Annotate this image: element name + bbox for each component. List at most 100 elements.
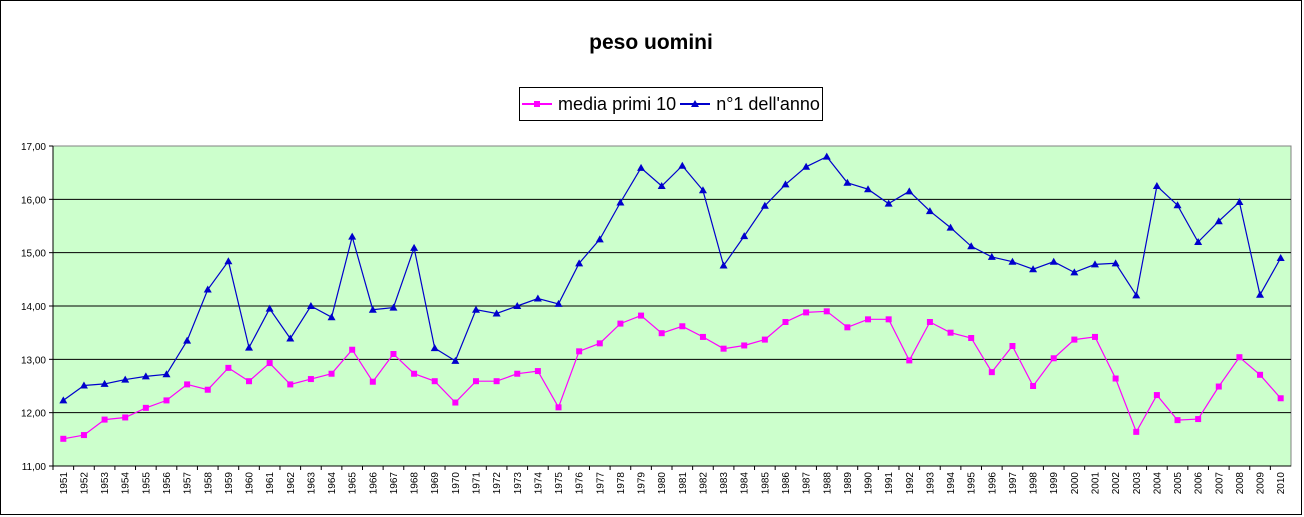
x-tick-label: 1993 bbox=[925, 472, 936, 495]
x-tick-label: 2000 bbox=[1070, 472, 1081, 495]
x-tick-label: 2010 bbox=[1276, 472, 1287, 495]
y-tick-label: 11,00 bbox=[22, 462, 47, 473]
x-tick-label: 2007 bbox=[1214, 472, 1225, 495]
x-tick-label: 1975 bbox=[554, 472, 565, 495]
x-tick-label: 1995 bbox=[967, 472, 978, 495]
data-point-triangle bbox=[925, 207, 934, 215]
data-point-square bbox=[225, 364, 232, 371]
data-point-square bbox=[638, 312, 645, 319]
data-point-square bbox=[493, 378, 500, 385]
data-point-square bbox=[1071, 336, 1078, 343]
x-tick-label: 1955 bbox=[141, 472, 152, 495]
data-point-triangle bbox=[451, 356, 460, 364]
data-point-triangle bbox=[327, 313, 336, 321]
x-tick-label: 1985 bbox=[760, 472, 771, 495]
x-tick-label: 1971 bbox=[471, 472, 482, 495]
y-tick-label: 15,00 bbox=[21, 249, 46, 260]
data-point-square bbox=[122, 414, 129, 421]
data-point-square bbox=[101, 416, 108, 423]
data-point-square bbox=[617, 320, 624, 327]
x-tick-label: 1964 bbox=[327, 472, 338, 495]
data-point-square bbox=[472, 378, 479, 385]
data-point-square bbox=[1091, 333, 1098, 340]
data-point-triangle bbox=[348, 232, 357, 240]
x-tick-label: 1967 bbox=[389, 472, 400, 495]
x-tick-label: 2004 bbox=[1152, 472, 1163, 495]
legend-swatch-triangle-icon bbox=[680, 99, 711, 109]
data-point-square bbox=[1195, 416, 1202, 423]
data-point-triangle bbox=[513, 302, 522, 309]
x-tick-label: 1972 bbox=[492, 472, 503, 495]
data-point-triangle bbox=[121, 375, 130, 383]
data-point-triangle bbox=[1152, 182, 1161, 189]
data-point-triangle bbox=[657, 182, 666, 189]
legend-item-series-2: n°1 dell'anno bbox=[680, 94, 820, 115]
x-tick-label: 1998 bbox=[1029, 472, 1040, 495]
data-point-triangle bbox=[987, 252, 996, 260]
data-point-triangle bbox=[1194, 238, 1203, 245]
data-point-triangle bbox=[286, 334, 295, 342]
data-point-triangle bbox=[245, 343, 254, 351]
data-point-square bbox=[968, 335, 975, 341]
x-tick-label: 1981 bbox=[678, 472, 689, 495]
x-tick-label: 1996 bbox=[987, 472, 998, 495]
x-tick-label: 1980 bbox=[657, 472, 668, 495]
x-tick-label: 1954 bbox=[121, 472, 132, 495]
y-tick-label: 13,00 bbox=[21, 355, 46, 366]
data-point-triangle bbox=[946, 223, 955, 231]
data-point-square bbox=[906, 357, 913, 364]
x-tick-label: 1951 bbox=[59, 472, 70, 495]
data-point-triangle bbox=[595, 235, 604, 243]
data-point-square bbox=[246, 378, 253, 385]
data-point-triangle bbox=[802, 162, 811, 170]
data-point-triangle bbox=[1132, 291, 1141, 299]
data-point-square bbox=[761, 336, 768, 343]
data-point-square bbox=[885, 316, 892, 323]
data-point-triangle bbox=[884, 199, 893, 207]
data-point-square bbox=[411, 370, 418, 377]
data-point-square bbox=[184, 381, 191, 388]
data-point-square bbox=[596, 340, 603, 347]
x-tick-label: 1986 bbox=[781, 472, 792, 495]
x-tick-label: 1994 bbox=[946, 472, 957, 495]
x-tick-label: 1969 bbox=[430, 472, 441, 495]
data-point-square bbox=[390, 351, 397, 357]
data-point-triangle bbox=[306, 302, 315, 309]
data-point-triangle bbox=[183, 336, 192, 344]
data-point-square bbox=[1030, 383, 1037, 389]
data-point-triangle bbox=[781, 180, 790, 188]
data-point-triangle bbox=[471, 305, 480, 313]
data-point-triangle bbox=[59, 396, 68, 404]
data-point-triangle bbox=[1111, 259, 1120, 267]
data-point-triangle bbox=[533, 294, 542, 302]
data-point-square bbox=[266, 360, 273, 367]
data-point-triangle bbox=[100, 379, 109, 387]
x-tick-label: 1966 bbox=[368, 472, 379, 495]
x-tick-label: 2009 bbox=[1256, 472, 1267, 495]
x-tick-label: 1987 bbox=[802, 472, 813, 495]
data-point-square bbox=[60, 435, 67, 442]
x-tick-label: 1978 bbox=[616, 472, 627, 495]
chart-title: peso uomini bbox=[589, 31, 713, 54]
data-point-square bbox=[1174, 417, 1181, 424]
x-tick-label: 1970 bbox=[451, 472, 462, 495]
x-tick-label: 1974 bbox=[533, 472, 544, 495]
x-tick-label: 1979 bbox=[637, 472, 648, 495]
data-point-triangle bbox=[967, 242, 976, 250]
data-point-triangle bbox=[1008, 257, 1017, 265]
data-point-square bbox=[720, 345, 727, 352]
legend-label-series-2: n°1 dell'anno bbox=[716, 93, 820, 114]
data-point-square bbox=[679, 323, 686, 330]
data-point-square bbox=[328, 370, 335, 377]
data-point-triangle bbox=[905, 187, 914, 195]
data-point-square bbox=[534, 368, 541, 375]
series-line-1 bbox=[63, 310, 1282, 440]
data-point-triangle bbox=[141, 372, 150, 380]
data-point-triangle bbox=[1256, 290, 1265, 298]
x-tick-label: 1988 bbox=[822, 472, 833, 495]
data-point-square bbox=[1215, 383, 1222, 390]
data-point-triangle bbox=[760, 201, 769, 209]
data-point-triangle bbox=[637, 163, 646, 171]
x-tick-label: 1957 bbox=[183, 472, 194, 495]
data-point-triangle bbox=[1214, 217, 1223, 225]
